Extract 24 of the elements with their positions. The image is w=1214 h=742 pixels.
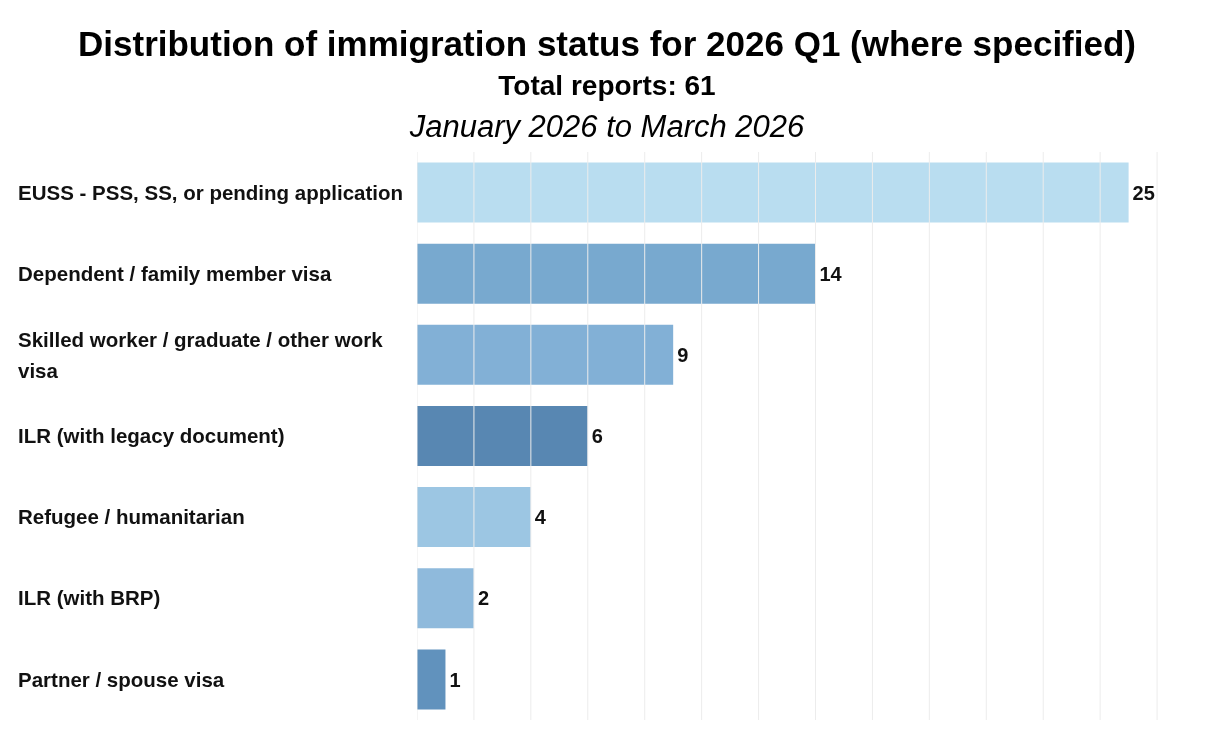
data-label: 2 [477, 587, 490, 610]
bar [417, 243, 816, 304]
text: January 2026 to March 2026 [408, 108, 806, 146]
bar [417, 649, 446, 710]
bar [417, 487, 531, 548]
y-tick-label: Skilled worker / graduate / other work visa [18, 327, 384, 382]
bar [417, 162, 1129, 223]
data-label: 4 [534, 506, 547, 529]
y-tick-label: ILR (with legacy document) [18, 424, 285, 448]
y-tick-label: Refugee / humanitarian [18, 505, 245, 529]
bar [417, 405, 588, 466]
data-label: 9 [677, 343, 689, 366]
data-label: 6 [591, 425, 603, 448]
bar [417, 324, 674, 385]
y-tick-label: Partner / spouse visa [18, 667, 225, 691]
data-label: 1 [449, 668, 461, 691]
chart-title: Distribution of immigration status for 2026 Q1 (where specified) [77, 23, 1137, 65]
y-tick-label: Dependent / family member visa [18, 261, 332, 285]
y-tick-label: EUSS - PSS, SS, or pending application [18, 180, 403, 204]
chart-subtitle: Total reports: 61 [497, 69, 717, 103]
bar [417, 568, 474, 629]
data-label: 14 [819, 262, 843, 285]
y-tick-label: ILR (with BRP) [18, 586, 161, 610]
data-label: 25 [1132, 181, 1155, 204]
